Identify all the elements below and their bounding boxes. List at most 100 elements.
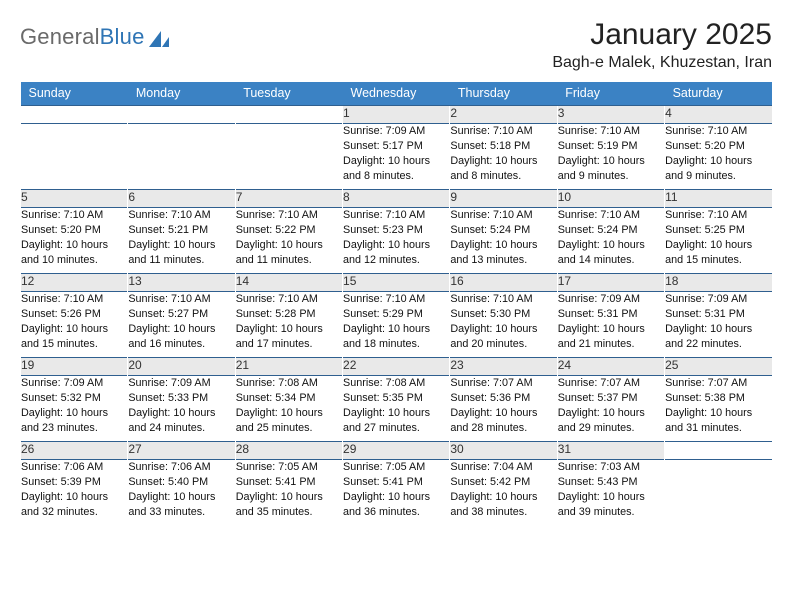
day-detail-cell: Sunrise: 7:10 AMSunset: 5:28 PMDaylight:… (235, 292, 342, 358)
day-number-cell: 20 (128, 358, 235, 376)
daylight-text-line2: and 32 minutes. (21, 505, 127, 520)
day-number-cell: 18 (665, 274, 772, 292)
daylight-text-line1: Daylight: 10 hours (343, 406, 449, 421)
daylight-text-line2: and 11 minutes. (236, 253, 342, 268)
daylight-text-line2: and 24 minutes. (128, 421, 234, 436)
day-header: Tuesday (235, 82, 342, 106)
sunrise-text: Sunrise: 7:05 AM (236, 460, 342, 475)
daylight-text-line1: Daylight: 10 hours (450, 238, 556, 253)
sunrise-text: Sunrise: 7:10 AM (21, 292, 127, 307)
daylight-text-line1: Daylight: 10 hours (665, 238, 772, 253)
daylight-text-line1: Daylight: 10 hours (450, 154, 556, 169)
sunset-text: Sunset: 5:29 PM (343, 307, 449, 322)
sunset-text: Sunset: 5:24 PM (558, 223, 664, 238)
logo-text-blue: Blue (100, 24, 145, 49)
day-detail-cell: Sunrise: 7:04 AMSunset: 5:42 PMDaylight:… (450, 460, 557, 526)
day-number-cell: 27 (128, 442, 235, 460)
day-number-cell: 2 (450, 106, 557, 124)
sunset-text: Sunset: 5:23 PM (343, 223, 449, 238)
day-header: Friday (557, 82, 664, 106)
day-header: Thursday (450, 82, 557, 106)
day-number-cell: 22 (343, 358, 450, 376)
daylight-text-line2: and 9 minutes. (558, 169, 664, 184)
daylight-text-line2: and 9 minutes. (665, 169, 772, 184)
sunset-text: Sunset: 5:22 PM (236, 223, 342, 238)
calendar-header-row: SundayMondayTuesdayWednesdayThursdayFrid… (21, 82, 773, 106)
sunrise-text: Sunrise: 7:06 AM (128, 460, 234, 475)
daylight-text-line1: Daylight: 10 hours (558, 322, 664, 337)
day-detail-cell: Sunrise: 7:10 AMSunset: 5:23 PMDaylight:… (343, 208, 450, 274)
sunrise-text: Sunrise: 7:09 AM (558, 292, 664, 307)
day-number-cell: 19 (21, 358, 128, 376)
day-detail-cell (21, 124, 128, 190)
sunrise-text: Sunrise: 7:10 AM (21, 208, 127, 223)
daylight-text-line2: and 20 minutes. (450, 337, 556, 352)
sunset-text: Sunset: 5:27 PM (128, 307, 234, 322)
logo-text: GeneralBlue (20, 24, 145, 50)
sunset-text: Sunset: 5:30 PM (450, 307, 556, 322)
day-number-cell: 30 (450, 442, 557, 460)
sunset-text: Sunset: 5:17 PM (343, 139, 449, 154)
day-number-cell: 16 (450, 274, 557, 292)
sunset-text: Sunset: 5:25 PM (665, 223, 772, 238)
day-number-cell: 24 (557, 358, 664, 376)
sunset-text: Sunset: 5:42 PM (450, 475, 556, 490)
day-header: Saturday (665, 82, 772, 106)
sunrise-text: Sunrise: 7:03 AM (558, 460, 664, 475)
daylight-text-line2: and 29 minutes. (558, 421, 664, 436)
daylight-text-line1: Daylight: 10 hours (343, 322, 449, 337)
calendar-body: 1234Sunrise: 7:09 AMSunset: 5:17 PMDayli… (21, 106, 773, 526)
sunset-text: Sunset: 5:43 PM (558, 475, 664, 490)
daylight-text-line2: and 21 minutes. (558, 337, 664, 352)
sunrise-text: Sunrise: 7:10 AM (665, 124, 772, 139)
day-number-cell (665, 442, 772, 460)
day-detail-cell: Sunrise: 7:05 AMSunset: 5:41 PMDaylight:… (343, 460, 450, 526)
sunset-text: Sunset: 5:21 PM (128, 223, 234, 238)
sunset-text: Sunset: 5:24 PM (450, 223, 556, 238)
daylight-text-line1: Daylight: 10 hours (450, 490, 556, 505)
sunset-text: Sunset: 5:36 PM (450, 391, 556, 406)
sunset-text: Sunset: 5:18 PM (450, 139, 556, 154)
daylight-text-line2: and 8 minutes. (343, 169, 449, 184)
daylight-text-line1: Daylight: 10 hours (558, 406, 664, 421)
day-detail-cell: Sunrise: 7:08 AMSunset: 5:35 PMDaylight:… (343, 376, 450, 442)
day-detail-cell: Sunrise: 7:06 AMSunset: 5:40 PMDaylight:… (128, 460, 235, 526)
calendar-week-detail-row: Sunrise: 7:10 AMSunset: 5:26 PMDaylight:… (21, 292, 773, 358)
day-number-cell: 15 (343, 274, 450, 292)
sunset-text: Sunset: 5:33 PM (128, 391, 234, 406)
sunrise-text: Sunrise: 7:09 AM (665, 292, 772, 307)
sunset-text: Sunset: 5:34 PM (236, 391, 342, 406)
sunset-text: Sunset: 5:20 PM (21, 223, 127, 238)
sunrise-text: Sunrise: 7:10 AM (450, 124, 556, 139)
sunrise-text: Sunrise: 7:10 AM (128, 292, 234, 307)
sunrise-text: Sunrise: 7:10 AM (343, 208, 449, 223)
sunrise-text: Sunrise: 7:09 AM (128, 376, 234, 391)
daylight-text-line1: Daylight: 10 hours (450, 406, 556, 421)
sunrise-text: Sunrise: 7:10 AM (343, 292, 449, 307)
daylight-text-line2: and 8 minutes. (450, 169, 556, 184)
sunset-text: Sunset: 5:31 PM (665, 307, 772, 322)
daylight-text-line1: Daylight: 10 hours (21, 490, 127, 505)
sunset-text: Sunset: 5:20 PM (665, 139, 772, 154)
sunrise-text: Sunrise: 7:07 AM (558, 376, 664, 391)
sunset-text: Sunset: 5:37 PM (558, 391, 664, 406)
day-detail-cell: Sunrise: 7:10 AMSunset: 5:20 PMDaylight:… (665, 124, 772, 190)
sunrise-text: Sunrise: 7:05 AM (343, 460, 449, 475)
day-detail-cell: Sunrise: 7:06 AMSunset: 5:39 PMDaylight:… (21, 460, 128, 526)
sunset-text: Sunset: 5:40 PM (128, 475, 234, 490)
day-detail-cell: Sunrise: 7:10 AMSunset: 5:27 PMDaylight:… (128, 292, 235, 358)
day-number-cell: 21 (235, 358, 342, 376)
daylight-text-line1: Daylight: 10 hours (558, 154, 664, 169)
daylight-text-line1: Daylight: 10 hours (558, 490, 664, 505)
day-detail-cell: Sunrise: 7:10 AMSunset: 5:19 PMDaylight:… (557, 124, 664, 190)
daylight-text-line1: Daylight: 10 hours (21, 406, 127, 421)
day-number-cell: 13 (128, 274, 235, 292)
daylight-text-line2: and 36 minutes. (343, 505, 449, 520)
daylight-text-line2: and 14 minutes. (558, 253, 664, 268)
daylight-text-line2: and 13 minutes. (450, 253, 556, 268)
daylight-text-line2: and 17 minutes. (236, 337, 342, 352)
day-number-cell: 14 (235, 274, 342, 292)
day-number-cell: 10 (557, 190, 664, 208)
day-detail-cell: Sunrise: 7:10 AMSunset: 5:21 PMDaylight:… (128, 208, 235, 274)
sunset-text: Sunset: 5:19 PM (558, 139, 664, 154)
